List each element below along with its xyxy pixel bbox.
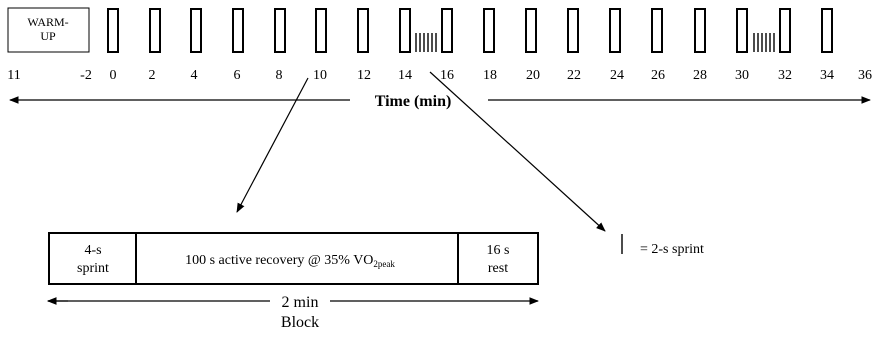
tick-label: 28 (693, 68, 707, 83)
tick-label: 18 (483, 68, 497, 83)
tick-label: 6 (234, 68, 241, 83)
block-18 (483, 8, 495, 53)
sprint-marks-14-16 (415, 33, 437, 52)
block-14 (399, 8, 411, 53)
block-4 (190, 8, 202, 53)
block-28 (694, 8, 706, 53)
warmup-box: WARM- UP (7, 7, 90, 53)
tick-label: 34 (820, 68, 834, 83)
rest-segment-line2: rest (488, 261, 508, 276)
tick-label: 11 (7, 68, 20, 83)
tick-label: 14 (398, 68, 412, 83)
tick-label: 12 (357, 68, 371, 83)
tick-label: 8 (276, 68, 283, 83)
tick-label: 36 (858, 68, 872, 83)
tick-label: 30 (735, 68, 749, 83)
warmup-label-line2: UP (40, 29, 56, 43)
sprint-segment-line2: sprint (77, 261, 109, 276)
block-34 (821, 8, 833, 53)
block-16 (441, 8, 453, 53)
block-duration-label: 2 min (282, 294, 319, 311)
block-detail: 4-s sprint 100 s active recovery @ 35% V… (48, 232, 539, 285)
tick-label: 2 (149, 68, 156, 83)
block-0 (107, 8, 119, 53)
block-32 (779, 8, 791, 53)
zoom-arrow-block (236, 77, 309, 213)
block-label: Block (281, 314, 319, 331)
tick-label: 0 (110, 68, 117, 83)
legend: = 2-s sprint (621, 234, 704, 257)
block-8 (274, 8, 286, 53)
time-axis-label: Time (min) (375, 93, 452, 110)
tick-label: 20 (526, 68, 540, 83)
block-2 (149, 8, 161, 53)
rest-segment-line1: 16 s (487, 243, 510, 258)
block-12 (357, 8, 369, 53)
block-6 (232, 8, 244, 53)
warmup-label-line1: WARM- (27, 15, 68, 29)
sprint-marks-30-32 (753, 33, 775, 52)
block-10 (315, 8, 327, 53)
tick-label: 4 (191, 68, 198, 83)
block-24 (609, 8, 621, 53)
time-tick-labels: 11 -2 0 2 4 6 8 10 12 14 16 18 20 22 24 … (7, 68, 872, 83)
tick-label: -2 (80, 68, 92, 83)
legend-text: = 2-s sprint (640, 242, 704, 257)
tick-label: 10 (313, 68, 327, 83)
tick-label: 26 (651, 68, 665, 83)
tick-label: 16 (440, 68, 454, 83)
recovery-segment-label: 100 s active recovery @ 35% VO2peak (185, 253, 395, 269)
tick-label: 22 (567, 68, 581, 83)
sprint-blocks (107, 8, 833, 53)
tick-label: 32 (778, 68, 792, 83)
tick-label: 24 (610, 68, 624, 83)
block-30 (736, 8, 748, 53)
sprint-segment-line1: 4-s (84, 243, 101, 258)
block-22 (567, 8, 579, 53)
block-20 (525, 8, 537, 53)
zoom-arrow-sprint (429, 71, 606, 232)
block-26 (651, 8, 663, 53)
